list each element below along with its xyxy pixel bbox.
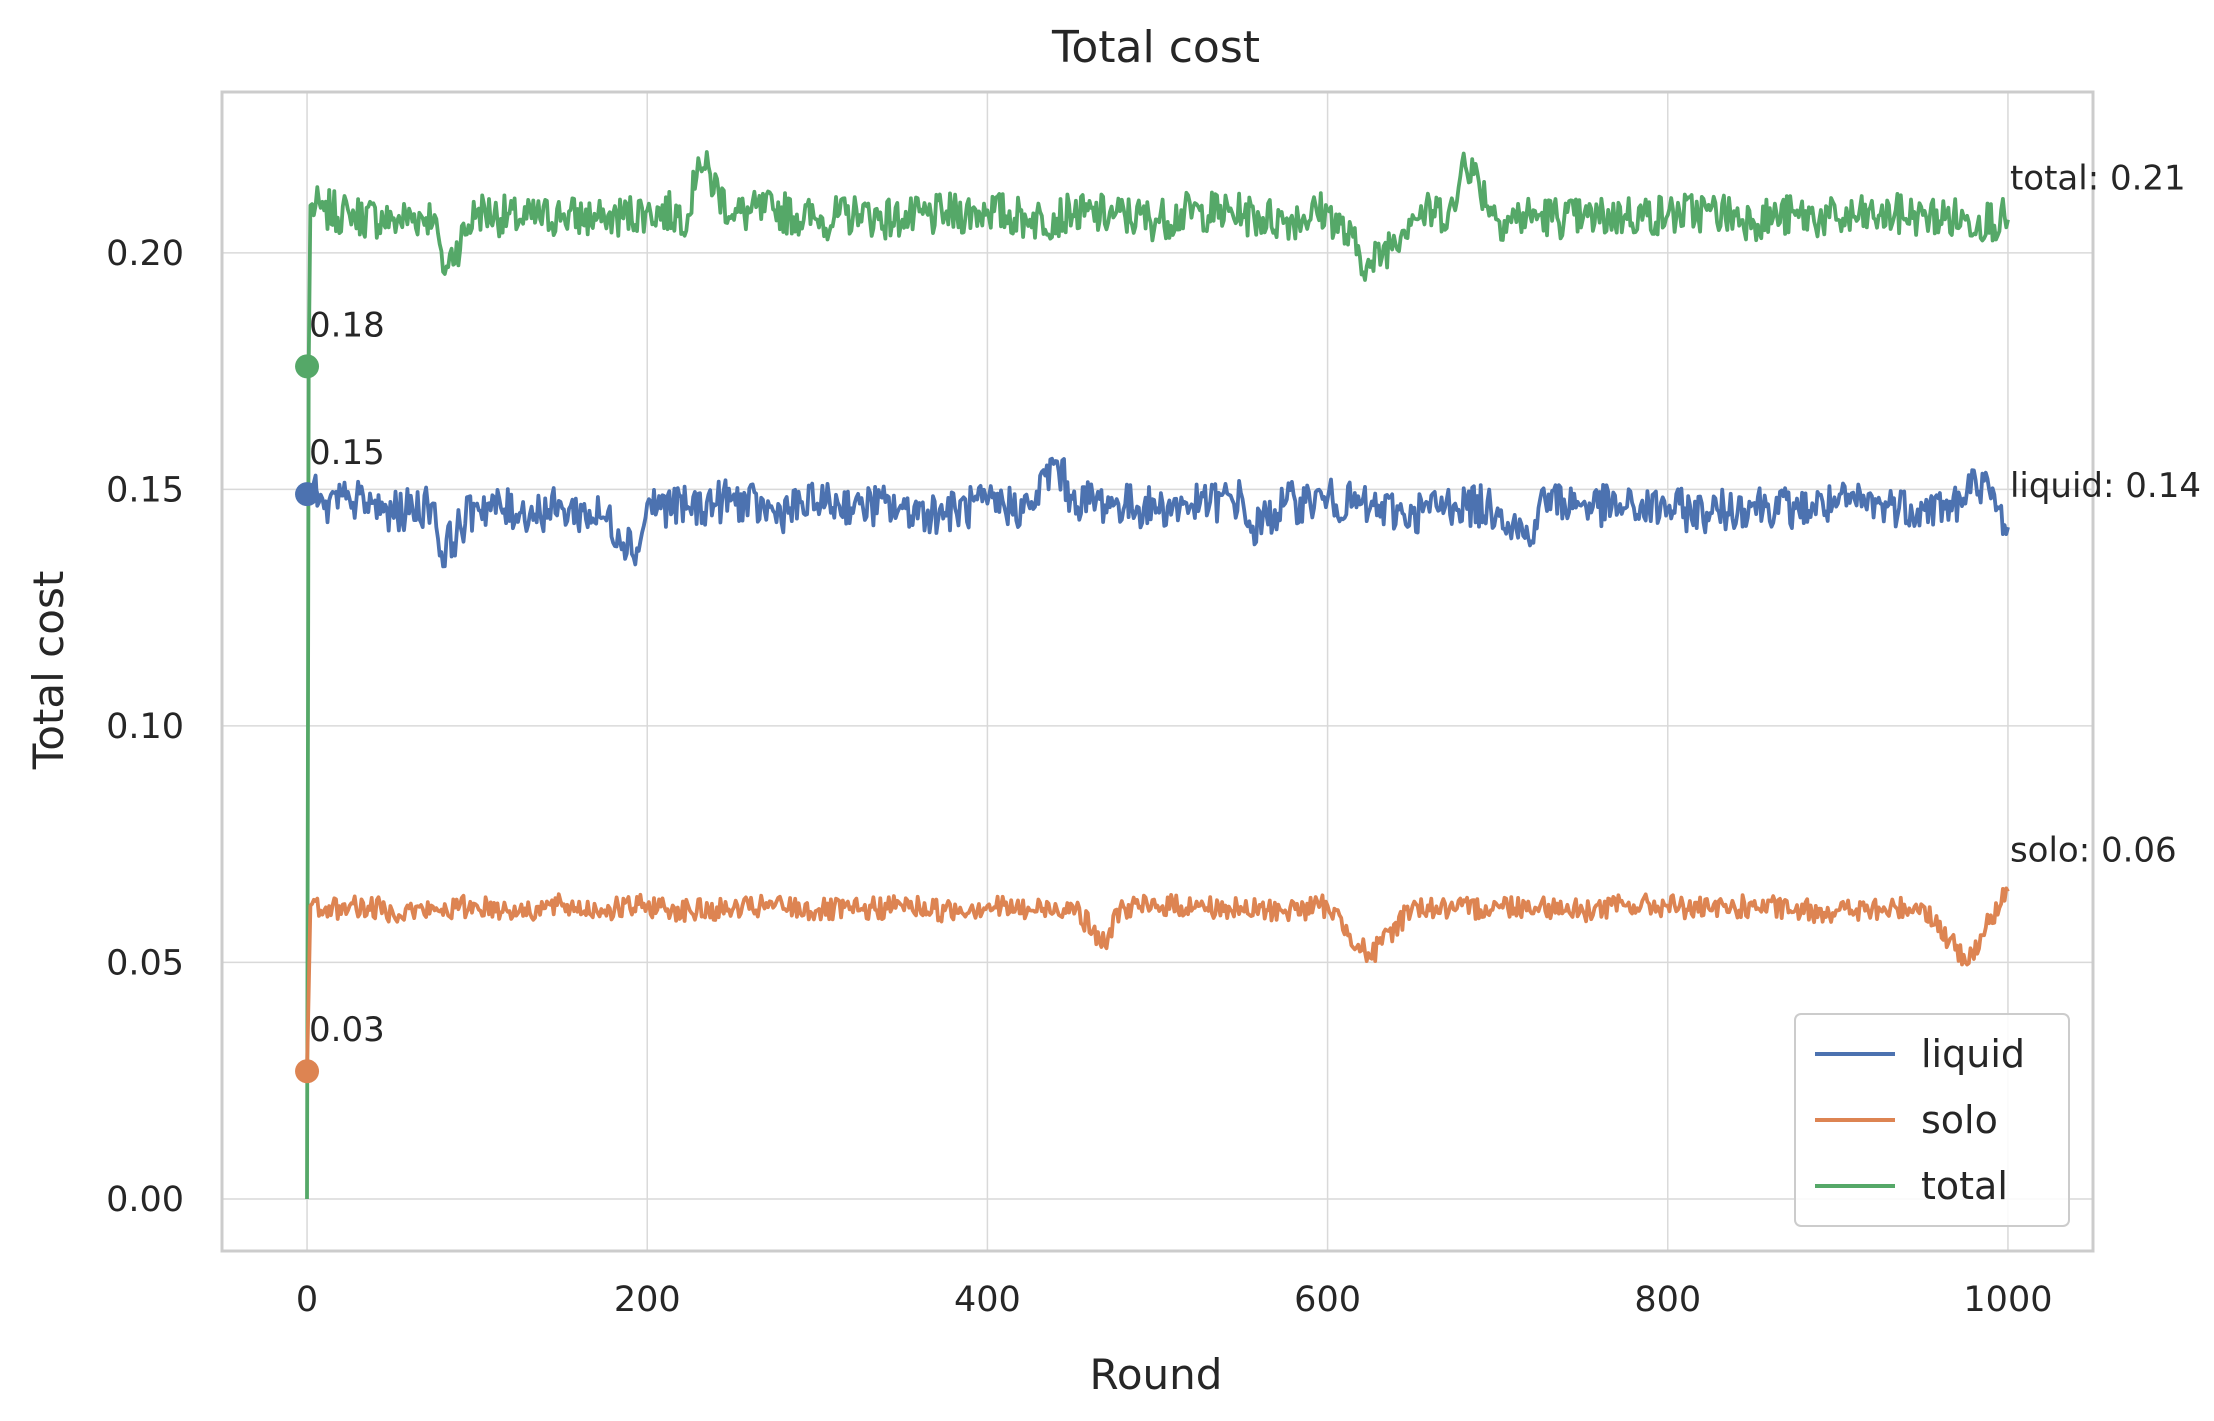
annotation-total: 0.18 bbox=[309, 305, 385, 345]
y-tick-label: 0.10 bbox=[106, 707, 184, 747]
annotation-total: total: 0.21 bbox=[2010, 159, 2186, 199]
x-axis-title: Round bbox=[1090, 1350, 1223, 1399]
start-marker-total bbox=[295, 354, 320, 379]
y-tick-label: 0.00 bbox=[106, 1180, 184, 1220]
series-layer bbox=[305, 150, 2010, 1200]
y-axis-title: Total cost bbox=[24, 571, 73, 771]
annotation-liquid: 0.15 bbox=[309, 433, 385, 473]
frame-layer bbox=[220, 90, 2095, 1253]
start-marker-solo bbox=[295, 1059, 320, 1084]
x-tick-label: 600 bbox=[1294, 1280, 1361, 1320]
x-tick-label: 400 bbox=[954, 1280, 1021, 1320]
annotation-solo: 0.03 bbox=[309, 1010, 385, 1050]
series-line-solo bbox=[305, 886, 2010, 1072]
y-tick-label: 0.15 bbox=[106, 470, 184, 510]
legend-label-solo: solo bbox=[1921, 1098, 1998, 1142]
annotation-solo: solo: 0.06 bbox=[2010, 830, 2177, 870]
start-marker-liquid bbox=[295, 482, 320, 507]
legend: liquid solo total bbox=[1794, 1013, 2070, 1227]
chart-title: Total cost bbox=[1051, 22, 1260, 73]
legend-label-total: total bbox=[1921, 1164, 2008, 1208]
x-tick-label: 800 bbox=[1634, 1280, 1701, 1320]
plot-frame bbox=[220, 90, 2095, 1253]
x-tick-label: 1000 bbox=[1963, 1280, 2052, 1320]
y-tick-label: 0.20 bbox=[106, 234, 184, 274]
annotation-liquid: liquid: 0.14 bbox=[2010, 466, 2201, 506]
x-tick-label: 0 bbox=[296, 1280, 318, 1320]
marker-layer bbox=[295, 354, 320, 1084]
tick-layer: 0 200 400 600 800 1000 0.00 0.05 0.10 0.15 0.20 bbox=[106, 234, 2052, 1320]
legend-box bbox=[1794, 1013, 2070, 1227]
series-line-liquid bbox=[305, 456, 2010, 569]
annotation-layer: 0.18 0.15 0.03 total: 0.21 liquid: 0.14 solo:… bbox=[309, 159, 2201, 1051]
y-tick-label: 0.05 bbox=[106, 943, 184, 983]
legend-label-liquid: liquid bbox=[1921, 1032, 2025, 1076]
series-line-total bbox=[305, 150, 2010, 1200]
x-tick-label: 200 bbox=[614, 1280, 681, 1320]
